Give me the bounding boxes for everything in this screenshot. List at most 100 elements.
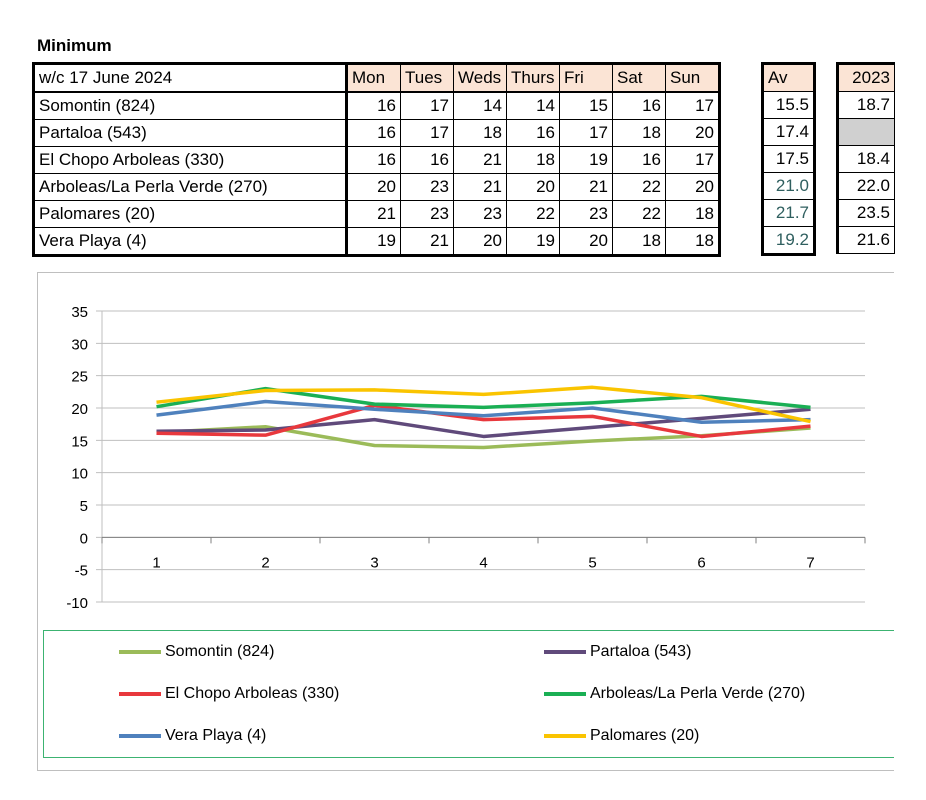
day-value: 18 [612,119,666,147]
series-line [156,399,811,424]
day-header: Sat [612,63,666,93]
legend-label: Somontin (824) [165,643,275,660]
table-row: Somontin (824) 16 17 14 14 15 16 17 [33,91,720,120]
legend-swatch [544,734,586,738]
prev-row: 21.6 [837,226,895,254]
av-row: 19.2 [762,226,815,255]
legend-swatch [544,650,586,654]
x-tick-label: 4 [479,554,487,571]
legend-label: Arboleas/La Perla Verde (270) [590,685,806,702]
y-tick-label: 35 [71,304,88,321]
av-row: 15.5 [762,91,815,119]
av-row: 17.4 [762,118,815,146]
y-tick-label: 25 [71,369,88,386]
x-tick-label: 7 [806,554,814,571]
day-header: Tues [400,63,454,93]
station-name: Partaloa (543) [33,119,348,147]
series-line [156,403,811,439]
prev-value: 23.5 [837,199,895,227]
day-value: 18 [612,227,666,256]
day-value: 16 [346,146,401,174]
prev-value: 21.6 [837,226,895,254]
day-value: 17 [665,146,720,174]
prev-header-row: 2023 [837,63,895,92]
y-tick-label: 10 [71,466,88,483]
legend-label: Palomares (20) [590,727,700,744]
day-value: 16 [400,146,454,174]
day-value: 21 [400,227,454,256]
legend-item: Vera Playa (4) [119,727,266,745]
series-line [156,407,811,439]
x-tick-label: 3 [370,554,378,571]
day-value: 19 [346,227,401,256]
day-value: 20 [346,173,401,201]
station-name: Somontin (824) [33,91,348,120]
station-name: Palomares (20) [33,200,348,228]
day-value: 16 [346,91,401,120]
av-value: 17.4 [762,118,815,146]
av-header: Av [762,63,815,92]
day-value: 23 [559,200,613,228]
day-header: Fri [559,63,613,93]
x-tick-label: 5 [588,554,596,571]
table-row: Partaloa (543) 16 17 18 16 17 18 20 [33,119,720,147]
average-table: Av 15.5 17.4 17.5 21.0 21.7 19.2 [761,62,816,256]
chart-legend: Somontin (824) Partaloa (543) El Chopo Arb… [43,630,894,758]
legend-label: Partaloa (543) [590,643,692,660]
table-row: Palomares (20) 21 23 23 22 23 22 18 [33,200,720,228]
legend-item: El Chopo Arboleas (330) [119,685,339,703]
day-value: 23 [453,200,507,228]
day-value: 17 [400,91,454,120]
x-tick-label: 6 [697,554,705,571]
legend-swatch [544,692,586,696]
y-tick-label: 5 [80,498,88,515]
day-value: 14 [453,91,507,120]
y-tick-label: 20 [71,401,88,418]
day-value: 18 [665,200,720,228]
day-value: 18 [506,146,560,174]
table-header-row: w/c 17 June 2024 Mon Tues Weds Thurs Fri Sat Su… [33,63,720,93]
legend-swatch [119,692,161,696]
legend-item: Arboleas/La Perla Verde (270) [544,685,805,703]
prev-value [837,118,895,146]
table-row: Vera Playa (4) 19 21 20 19 20 18 18 [33,227,720,256]
legend-item: Partaloa (543) [544,643,691,661]
prev-value: 18.7 [837,91,895,119]
week-label: w/c 17 June 2024 [33,63,348,93]
day-value: 20 [665,173,720,201]
y-tick-label: 30 [71,336,88,353]
day-value: 20 [665,119,720,147]
chart-frame [37,272,894,771]
y-tick-label: -10 [66,595,88,612]
av-value: 19.2 [762,226,815,255]
prev-value: 22.0 [837,172,895,200]
day-value: 22 [612,200,666,228]
av-header-row: Av [762,63,815,92]
day-value: 20 [559,227,613,256]
legend-label: El Chopo Arboleas (330) [165,685,340,702]
legend-item: Somontin (824) [119,643,274,661]
day-value: 18 [665,227,720,256]
y-tick-label: -5 [75,563,88,580]
y-tick-label: 0 [80,530,88,547]
legend-label: Vera Playa (4) [165,727,267,744]
prev-row: 22.0 [837,172,895,200]
prev-row [837,118,895,146]
day-value: 21 [453,173,507,201]
x-tick-label: 1 [152,554,160,571]
table-row: El Chopo Arboleas (330) 16 16 21 18 19 16 17 [33,146,720,174]
day-header: Sun [665,63,720,93]
y-tick-label: 15 [71,433,88,450]
day-value: 14 [506,91,560,120]
prev-row: 18.7 [837,91,895,119]
prev-header: 2023 [837,63,895,92]
av-value: 15.5 [762,91,815,119]
series-line [156,385,811,424]
day-value: 22 [612,173,666,201]
previous-year-table: 2023 18.7 18.4 22.0 23.5 21.6 [836,62,895,254]
day-value: 16 [506,119,560,147]
station-name: El Chopo Arboleas (330) [33,146,348,174]
page-title: Minimum [37,36,112,55]
day-header: Thurs [506,63,560,93]
